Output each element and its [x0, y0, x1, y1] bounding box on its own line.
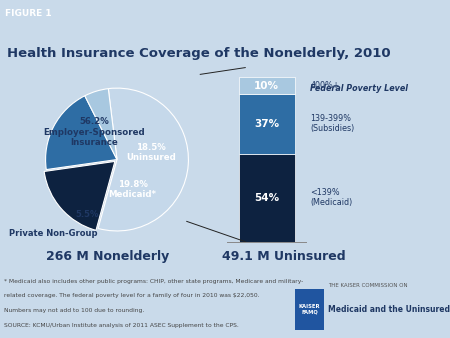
Text: 5.5%: 5.5%	[75, 210, 99, 219]
Wedge shape	[98, 88, 189, 231]
Text: THE KAISER COMMISSION ON: THE KAISER COMMISSION ON	[328, 283, 407, 288]
Text: 54%: 54%	[254, 193, 279, 203]
Text: FIGURE 1: FIGURE 1	[5, 9, 52, 19]
Text: * Medicaid also includes other public programs: CHIP, other state programs, Medi: * Medicaid also includes other public pr…	[4, 279, 304, 284]
Text: 18.5%
Uninsured: 18.5% Uninsured	[126, 143, 176, 162]
Wedge shape	[44, 162, 115, 230]
Bar	[238, 154, 294, 242]
Wedge shape	[45, 96, 117, 170]
Text: Numbers may not add to 100 due to rounding.: Numbers may not add to 100 due to roundi…	[4, 308, 145, 313]
Text: 19.8%
Medicaid*: 19.8% Medicaid*	[109, 180, 157, 199]
Text: SOURCE: KCMU/Urban Institute analysis of 2011 ASEC Supplement to the CPS.: SOURCE: KCMU/Urban Institute analysis of…	[4, 323, 239, 328]
Bar	[238, 94, 294, 154]
Text: Medicaid and the Uninsured: Medicaid and the Uninsured	[328, 305, 450, 314]
Text: 37%: 37%	[254, 119, 279, 129]
Text: KAISER
FAMQ: KAISER FAMQ	[299, 304, 320, 314]
Text: 49.1 M Uninsured: 49.1 M Uninsured	[222, 249, 345, 263]
Text: Federal Poverty Level: Federal Poverty Level	[310, 84, 409, 93]
Text: 56.2%
Employer-Sponsored
Insurance: 56.2% Employer-Sponsored Insurance	[43, 118, 145, 147]
Text: <139%
(Medicaid): <139% (Medicaid)	[310, 188, 353, 208]
Wedge shape	[85, 89, 117, 160]
Text: Private Non-Group: Private Non-Group	[9, 229, 98, 238]
Bar	[238, 77, 294, 94]
FancyBboxPatch shape	[295, 289, 324, 330]
Text: 139-399%
(Subsidies): 139-399% (Subsidies)	[310, 114, 355, 134]
Text: Health Insurance Coverage of the Nonelderly, 2010: Health Insurance Coverage of the Nonelde…	[7, 47, 391, 60]
Text: 400%+: 400%+	[310, 81, 340, 90]
Text: related coverage. The federal poverty level for a family of four in 2010 was $22: related coverage. The federal poverty le…	[4, 293, 260, 298]
Text: 10%: 10%	[254, 80, 279, 91]
Text: 266 M Nonelderly: 266 M Nonelderly	[46, 249, 170, 263]
